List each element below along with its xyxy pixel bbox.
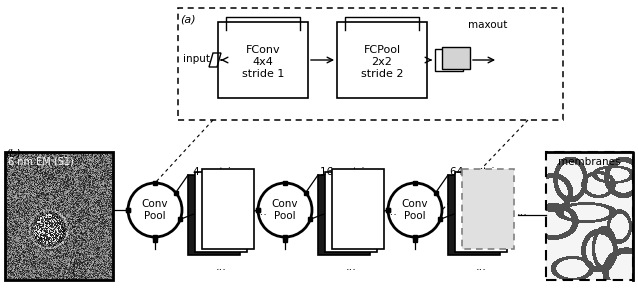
FancyBboxPatch shape — [218, 22, 308, 98]
Polygon shape — [435, 49, 463, 71]
Text: FCPool
2x2
stride 2: FCPool 2x2 stride 2 — [360, 46, 403, 79]
Text: 6 nm EM (S1): 6 nm EM (S1) — [8, 156, 74, 166]
Text: 4 matrices: 4 matrices — [193, 167, 249, 177]
Polygon shape — [188, 175, 240, 255]
Text: maxout: maxout — [468, 20, 507, 30]
Text: FConv
4x4
stride 1: FConv 4x4 stride 1 — [242, 46, 284, 79]
Polygon shape — [448, 175, 500, 255]
Text: 64 matrices: 64 matrices — [450, 167, 512, 177]
Text: ...: ... — [475, 262, 486, 272]
Circle shape — [128, 183, 182, 237]
Polygon shape — [455, 172, 507, 252]
Polygon shape — [462, 169, 514, 249]
Polygon shape — [442, 47, 470, 69]
Polygon shape — [202, 169, 254, 249]
Text: Conv
Pool: Conv Pool — [272, 199, 298, 221]
Text: ...: ... — [346, 262, 357, 272]
FancyBboxPatch shape — [178, 8, 563, 120]
Text: Conv
Pool: Conv Pool — [402, 199, 428, 221]
Text: 16 matrices: 16 matrices — [320, 167, 382, 177]
Text: input: input — [183, 54, 210, 64]
Text: ...: ... — [387, 207, 398, 217]
Text: ...: ... — [517, 207, 528, 217]
Circle shape — [388, 183, 442, 237]
Polygon shape — [318, 175, 370, 255]
Polygon shape — [195, 172, 247, 252]
Text: Conv
Pool: Conv Pool — [142, 199, 168, 221]
Polygon shape — [325, 172, 377, 252]
Polygon shape — [332, 169, 384, 249]
Text: (b): (b) — [5, 148, 21, 158]
FancyBboxPatch shape — [337, 22, 427, 98]
Circle shape — [258, 183, 312, 237]
Text: ...: ... — [257, 207, 268, 217]
Text: membranes: membranes — [558, 157, 621, 167]
Text: ...: ... — [216, 262, 226, 272]
Bar — [5, 152, 113, 280]
Bar — [546, 152, 633, 280]
Text: (a): (a) — [180, 15, 196, 25]
